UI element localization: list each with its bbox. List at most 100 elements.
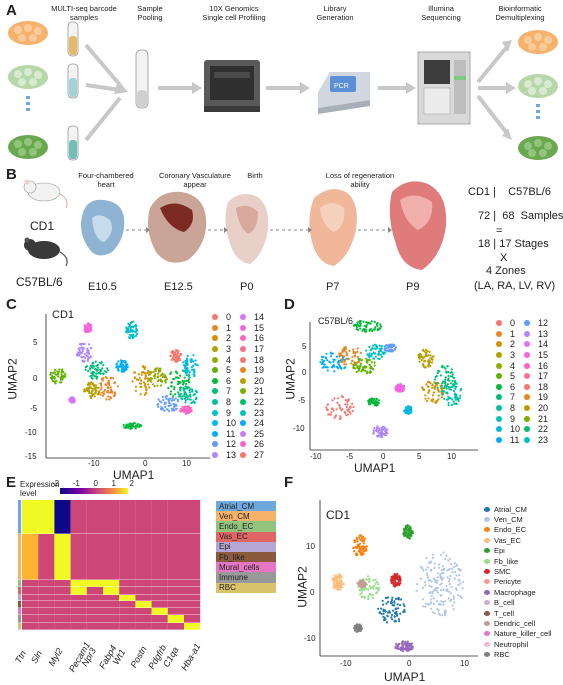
umap-cell-point xyxy=(458,574,461,577)
umap-cell-point xyxy=(382,352,385,355)
umap-cell-point xyxy=(398,386,401,389)
umap-cell-point xyxy=(436,386,439,389)
umap-cell-point xyxy=(339,415,342,418)
umap-cell-point xyxy=(356,538,359,541)
umap-cell-point xyxy=(186,398,189,401)
umap-cell-point xyxy=(89,395,92,398)
umap-cell-point xyxy=(401,389,405,392)
umap-cell-point xyxy=(359,327,362,330)
umap-cell-point xyxy=(424,359,427,363)
umap-cell-point xyxy=(131,336,134,339)
umap-d-xtick-4: 5 xyxy=(417,452,422,461)
umap-cell-point xyxy=(58,368,61,371)
umap-cell-point xyxy=(153,374,156,378)
umap-cell-point xyxy=(185,411,188,414)
legend-swatch xyxy=(524,383,530,390)
umap-cell-point xyxy=(448,590,451,593)
umap-cell-point xyxy=(95,386,98,389)
legend-label: 23 xyxy=(538,434,549,445)
umap-cell-point xyxy=(396,576,399,579)
umap-cell-point xyxy=(135,332,139,335)
barcode-tube-1 xyxy=(67,21,79,57)
umap-cell-point xyxy=(359,593,362,596)
legend-swatch xyxy=(496,373,502,380)
umap-cell-point xyxy=(131,380,134,383)
colorbar-tick: -1 xyxy=(72,479,80,488)
umap-cell-point xyxy=(120,361,123,364)
umap-cell-point xyxy=(407,527,410,530)
umap-cell-point xyxy=(103,392,106,396)
heatmap-group-bar xyxy=(18,601,21,608)
umap-cell-point xyxy=(162,399,165,402)
umap-cell-point xyxy=(143,393,146,396)
umap-cell-point xyxy=(356,540,359,543)
heatmap-cell xyxy=(184,615,201,623)
umap-f-title: CD1 xyxy=(326,508,351,522)
umap-cell-point xyxy=(150,377,154,380)
legend-label: 15 xyxy=(254,322,265,333)
umap-cell-point xyxy=(61,377,64,380)
umap-cell-point xyxy=(116,385,119,388)
umap-cell-point xyxy=(416,583,419,586)
colorbar-ticks: -2 -1 0 1 2 xyxy=(52,479,134,488)
umap-cell-point xyxy=(174,353,177,356)
umap-cell-point xyxy=(335,414,338,417)
umap-cell-point xyxy=(363,596,366,600)
umap-cell-point xyxy=(451,385,454,388)
umap-cell-point xyxy=(173,405,176,408)
umap-cell-point xyxy=(356,347,359,350)
heatmap-group-bar xyxy=(18,595,21,601)
colorbar-tick: 0 xyxy=(93,479,98,488)
umap-cell-point xyxy=(452,389,456,393)
legend-swatch xyxy=(212,346,218,353)
legend-swatch xyxy=(240,346,246,353)
umap-f-ytick-3: -10 xyxy=(304,634,316,643)
umap-cell-point xyxy=(53,380,56,383)
umap-cell-point xyxy=(327,413,330,416)
heatmap-cell xyxy=(151,623,168,630)
umap-cell-point xyxy=(85,354,88,357)
umap-cell-point xyxy=(184,360,187,363)
umap-cell-point xyxy=(426,350,429,353)
stage-p7: P7 xyxy=(326,281,340,293)
umap-cell-point xyxy=(82,360,85,363)
legend-item: 20 xyxy=(240,376,264,387)
heatmap-cell xyxy=(54,595,71,601)
umap-cell-point xyxy=(355,326,358,329)
umap-cell-point xyxy=(364,587,367,590)
umap-cell-point xyxy=(377,607,380,610)
umap-cell-point xyxy=(84,368,87,371)
umap-f-xtick-1: -10 xyxy=(340,659,352,668)
umap-cell-point xyxy=(359,324,362,327)
umap-cell-point xyxy=(339,407,342,410)
umap-cell-point xyxy=(440,603,443,606)
umap-cell-point xyxy=(418,352,421,356)
umap-cell-point xyxy=(64,375,67,378)
legend-item: 14 xyxy=(524,339,548,350)
umap-cell-point xyxy=(190,401,193,405)
umap-cell-point xyxy=(406,407,409,410)
umap-cell-point xyxy=(363,537,366,540)
umap-cell-point xyxy=(186,357,189,360)
legend-item: 11 xyxy=(212,429,236,440)
umap-cell-point xyxy=(122,423,125,426)
legend-swatch xyxy=(496,394,502,401)
legend-item: Pericyte xyxy=(484,577,552,587)
umap-cell-point xyxy=(453,376,456,380)
umap-cell-point xyxy=(444,600,447,603)
heart-p0 xyxy=(225,194,269,264)
umap-cell-point xyxy=(439,589,442,592)
umap-d-ytick-1: 5 xyxy=(302,342,307,351)
umap-cell-point xyxy=(78,349,81,352)
legend-swatch xyxy=(212,409,218,416)
umap-cell-point xyxy=(368,352,371,355)
heatmap-cell xyxy=(135,580,152,587)
umap-cell-point xyxy=(188,386,191,389)
umap-cell-point xyxy=(383,345,386,348)
umap-cell-point xyxy=(172,349,175,352)
umap-cell-point xyxy=(340,354,343,357)
umap-cell-point xyxy=(385,428,389,431)
umap-cell-point xyxy=(427,365,430,368)
umap-cell-point xyxy=(407,405,410,408)
umap-cell-point xyxy=(408,529,411,533)
